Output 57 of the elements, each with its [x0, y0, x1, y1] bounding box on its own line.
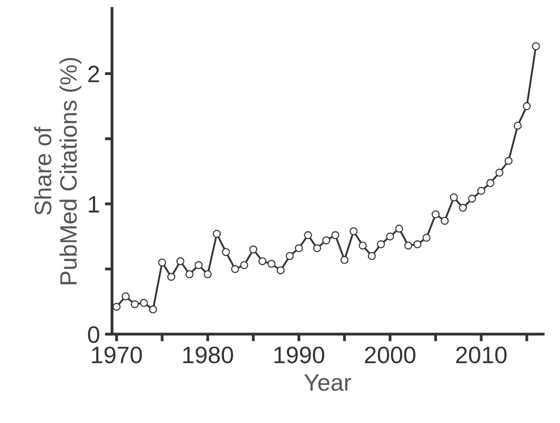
point	[340, 256, 348, 264]
point	[331, 231, 340, 240]
point	[504, 156, 513, 165]
y-tick-label: 0	[88, 326, 100, 343]
point	[212, 230, 221, 238]
point	[514, 122, 522, 130]
point	[286, 252, 294, 260]
point	[477, 186, 486, 195]
point	[313, 244, 322, 252]
point	[140, 298, 148, 307]
y-tick-label: 2	[88, 66, 100, 82]
point	[158, 258, 166, 267]
point	[204, 270, 212, 278]
point	[149, 305, 158, 314]
point	[395, 224, 404, 233]
point	[258, 257, 266, 266]
y-axis-title: Share of PubMed Citations (%)	[34, 58, 82, 284]
point	[304, 231, 312, 240]
x-axis-title: Year	[304, 374, 352, 391]
x-tick-label: 1980	[183, 346, 234, 364]
x-tick-label: 1970	[92, 346, 142, 364]
point	[368, 252, 376, 260]
point	[404, 242, 412, 250]
point	[294, 244, 303, 252]
x-tick-label: 2000	[364, 346, 416, 364]
point	[413, 240, 422, 248]
x-tick-label: 1990	[274, 346, 324, 364]
point	[167, 272, 176, 281]
point	[376, 240, 385, 248]
point	[240, 261, 248, 270]
point	[495, 168, 504, 177]
point	[432, 210, 440, 218]
point	[249, 245, 258, 254]
point	[276, 266, 285, 274]
point	[130, 300, 139, 308]
point	[532, 42, 540, 50]
point	[468, 194, 476, 203]
point	[194, 261, 203, 270]
point	[486, 179, 494, 188]
point	[450, 193, 458, 202]
point	[386, 232, 394, 240]
point	[222, 248, 230, 256]
point	[122, 292, 130, 300]
point	[112, 302, 121, 311]
point	[322, 236, 330, 244]
y-tick-label: 1	[88, 196, 100, 212]
point	[185, 270, 194, 278]
point	[176, 257, 184, 266]
point	[422, 234, 431, 242]
x-tick-label: 2010	[456, 346, 507, 364]
point	[231, 265, 240, 274]
point	[522, 102, 531, 110]
point	[458, 204, 467, 212]
point	[440, 216, 449, 225]
point	[268, 260, 276, 268]
point	[358, 242, 367, 250]
point	[350, 227, 358, 236]
